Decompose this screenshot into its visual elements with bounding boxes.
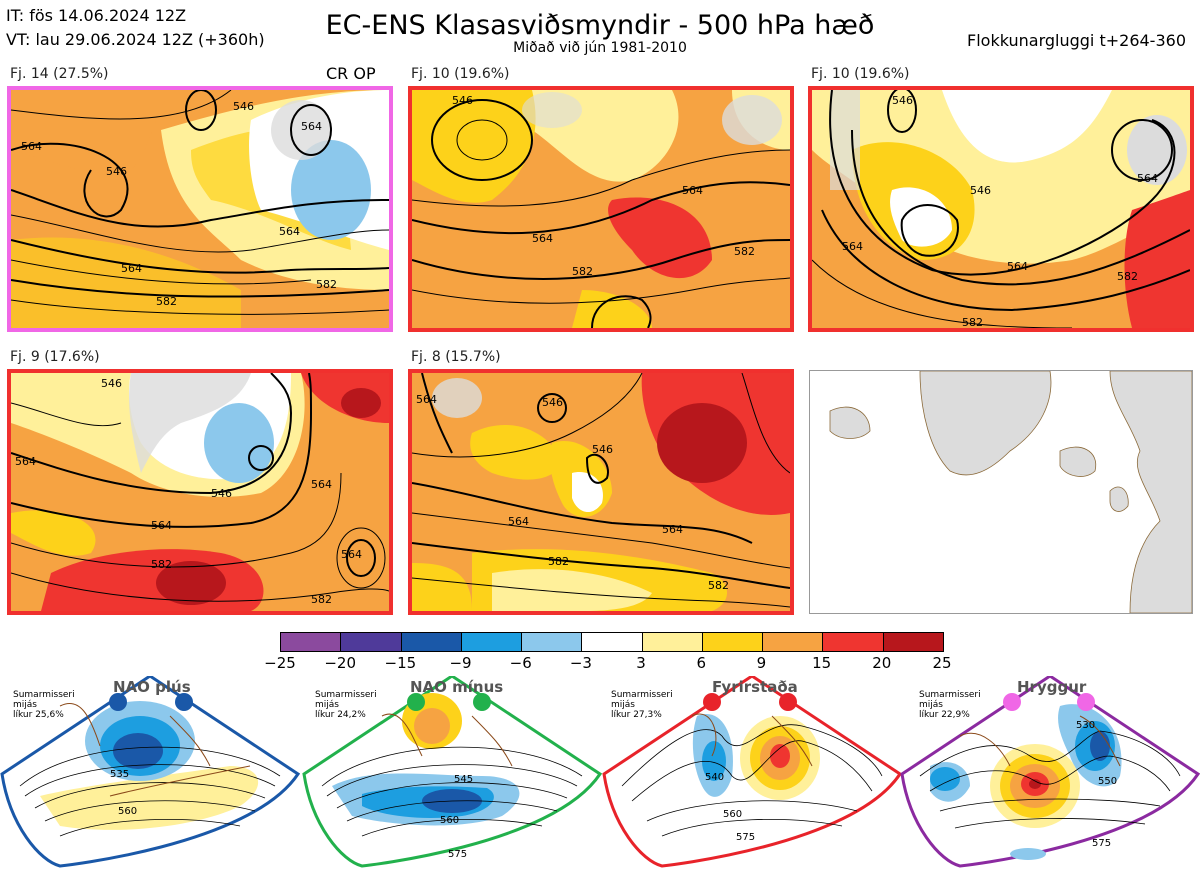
regime-blocking-contour-label: 540 <box>705 772 724 783</box>
page-title: EC-ENS Klasasviðsmyndir - 500 hPa hæð <box>325 10 875 41</box>
panel-3-contour-label: 582 <box>1117 270 1138 283</box>
colorbar-tick-label: 6 <box>696 654 707 672</box>
panel-3-contour-label: 582 <box>962 316 983 328</box>
panel-1-contour-label: 564 <box>279 225 300 238</box>
colorbar-swatch <box>461 633 523 651</box>
panel-1-contour-label: 564 <box>21 140 42 153</box>
colorbar-tick-label: 20 <box>872 654 892 672</box>
initial-time: IT: fös 14.06.2024 12Z <box>6 6 187 25</box>
panel-4-contour-label: 564 <box>151 519 172 532</box>
panel-3-contour-label: 546 <box>892 94 913 107</box>
panel-5-label: Fj. 8 (15.7%) <box>411 349 501 365</box>
colorbar-swatch <box>522 633 583 651</box>
regime-nao-minus-note: Sumarmisseri mijás líkur 24,2% <box>315 690 377 720</box>
panel-2-contour-label: 582 <box>734 245 755 258</box>
cluster-window: Flokkunargluggi t+264-360 <box>967 31 1186 50</box>
regime-blocking-note: Sumarmisseri mijás líkur 27,3% <box>611 690 673 720</box>
panel-1-contour-label: 582 <box>156 295 177 308</box>
colorbar-swatch <box>281 633 342 651</box>
colorbar-swatch <box>883 633 943 651</box>
panel-5-contour-label: 564 <box>508 515 529 528</box>
panel-5-contour-label: 582 <box>708 579 729 592</box>
regime-blocking-contour-label: 560 <box>723 809 742 820</box>
regime-nao-plus-contour-label: 535 <box>110 769 129 780</box>
regime-nao-plus-contour-label: 560 <box>118 806 137 817</box>
colorbar-tick-label: −9 <box>449 654 472 672</box>
regime-nao-minus-contour-label: 575 <box>448 849 467 860</box>
panel-2-contour-label: 564 <box>532 232 553 245</box>
colorbar-swatch <box>341 633 402 651</box>
regime-blocking-name: Fyrirstaða <box>712 678 798 696</box>
panel-1-contour-label: 564 <box>301 120 322 133</box>
panel-3-label: Fj. 10 (19.6%) <box>811 66 910 82</box>
colorbar-swatch <box>763 633 824 651</box>
panel-5-contour-label: 564 <box>662 523 683 536</box>
colorbar-swatch <box>702 633 764 651</box>
panel-5-contour-label: 564 <box>416 393 437 406</box>
blank-geography-map <box>809 370 1193 614</box>
panel-4-contour-label: 564 <box>341 548 362 561</box>
colorbar-tick-label: −15 <box>384 654 417 672</box>
regime-ridge-contour-label: 530 <box>1076 720 1095 731</box>
panel-4-contour-label: 564 <box>15 455 36 468</box>
regime-blocking-contour-label: 575 <box>736 832 755 843</box>
regime-nao-minus-contour-label: 545 <box>454 774 473 785</box>
panel-1-contour-label: 546 <box>106 165 127 178</box>
panel-2-contour-label: 564 <box>682 184 703 197</box>
cluster-map-1[interactable]: 546 546 564 564 564 564 582 582 <box>7 86 393 332</box>
valid-time: VT: lau 29.06.2024 12Z (+360h) <box>6 30 265 49</box>
regime-nao-minus-contour-label: 560 <box>440 815 459 826</box>
colorbar-tick-label: 3 <box>636 654 646 672</box>
regime-nao-plus-note: Sumarmisseri mijás líkur 25,6% <box>13 690 75 720</box>
cluster-map-5[interactable]: 546 546 564 564 564 582 582 <box>408 369 794 615</box>
regime-nao-minus-name: NAO mínus <box>410 678 504 696</box>
panel-1-contour-label: 546 <box>233 100 254 113</box>
panel-3-contour-label: 564 <box>1137 172 1158 185</box>
cluster-map-3[interactable]: 546 546 564 564 564 582 582 <box>808 86 1194 332</box>
panel-2-contour-label: 582 <box>572 265 593 278</box>
cluster-map-4[interactable]: 546 546 564 564 564 564 582 582 <box>7 369 393 615</box>
regime-nao-plus-name: NAO plús <box>113 678 191 696</box>
regime-blocking: 540 560 575 Fyrirstaða Sumarmisseri mijá… <box>602 676 902 871</box>
colorbar-swatch <box>823 633 884 651</box>
panel-5-contour-label: 546 <box>542 396 563 409</box>
panel-3-contour-label: 564 <box>1007 260 1028 273</box>
panel-1-contour-label: 564 <box>121 262 142 275</box>
colorbar-swatch <box>642 633 703 651</box>
page-subtitle: Miðað við jún 1981-2010 <box>513 40 687 56</box>
cluster-map-2[interactable]: 546 564 564 582 582 <box>408 86 794 332</box>
panel-4-contour-label: 546 <box>211 487 232 500</box>
panel-4-contour-label: 582 <box>151 558 172 571</box>
colorbar-tick-label: 9 <box>756 654 767 672</box>
colorbar-tick-label: −6 <box>509 654 532 672</box>
colorbar-tick-label: 15 <box>812 654 832 672</box>
panel-3-contour-label: 564 <box>842 240 863 253</box>
panel-3-contour-label: 546 <box>970 184 991 197</box>
regime-ridge: 530 550 575 Hryggur Sumarmisseri mijás l… <box>900 676 1200 871</box>
panel-1-label: Fj. 14 (27.5%) <box>10 66 109 82</box>
panel-1-tag: CR OP <box>326 64 376 83</box>
panel-5-contour-label: 546 <box>592 443 613 456</box>
panel-1-contour-label: 582 <box>316 278 337 291</box>
panel-2-label: Fj. 10 (19.6%) <box>411 66 510 82</box>
colorbar-tick-label: −3 <box>569 654 592 672</box>
panel-2-contour-label: 546 <box>452 94 473 107</box>
panel-4-label: Fj. 9 (17.6%) <box>10 349 100 365</box>
colorbar-tick-label: −25 <box>264 654 296 672</box>
regime-ridge-contour-label: 550 <box>1098 776 1117 787</box>
regime-ridge-name: Hryggur <box>1017 678 1087 696</box>
regime-ridge-contour-label: 575 <box>1092 838 1111 849</box>
panel-5-contour-label: 582 <box>548 555 569 568</box>
colorbar <box>280 632 944 652</box>
regime-ridge-note: Sumarmisseri mijás líkur 22,9% <box>919 690 981 720</box>
colorbar-tick-label: 25 <box>932 654 952 672</box>
colorbar-swatch <box>401 633 462 651</box>
colorbar-swatch <box>582 633 643 651</box>
panel-4-contour-label: 564 <box>311 478 332 491</box>
colorbar-tick-label: −20 <box>324 654 356 672</box>
panel-4-contour-label: 546 <box>101 377 122 390</box>
panel-4-contour-label: 582 <box>311 593 332 606</box>
regime-nao-plus: 535 560 NAO plús Sumarmisseri mijás líku… <box>0 676 300 871</box>
regime-nao-minus: 545 560 575 NAO mínus Sumarmisseri mijás… <box>302 676 602 871</box>
